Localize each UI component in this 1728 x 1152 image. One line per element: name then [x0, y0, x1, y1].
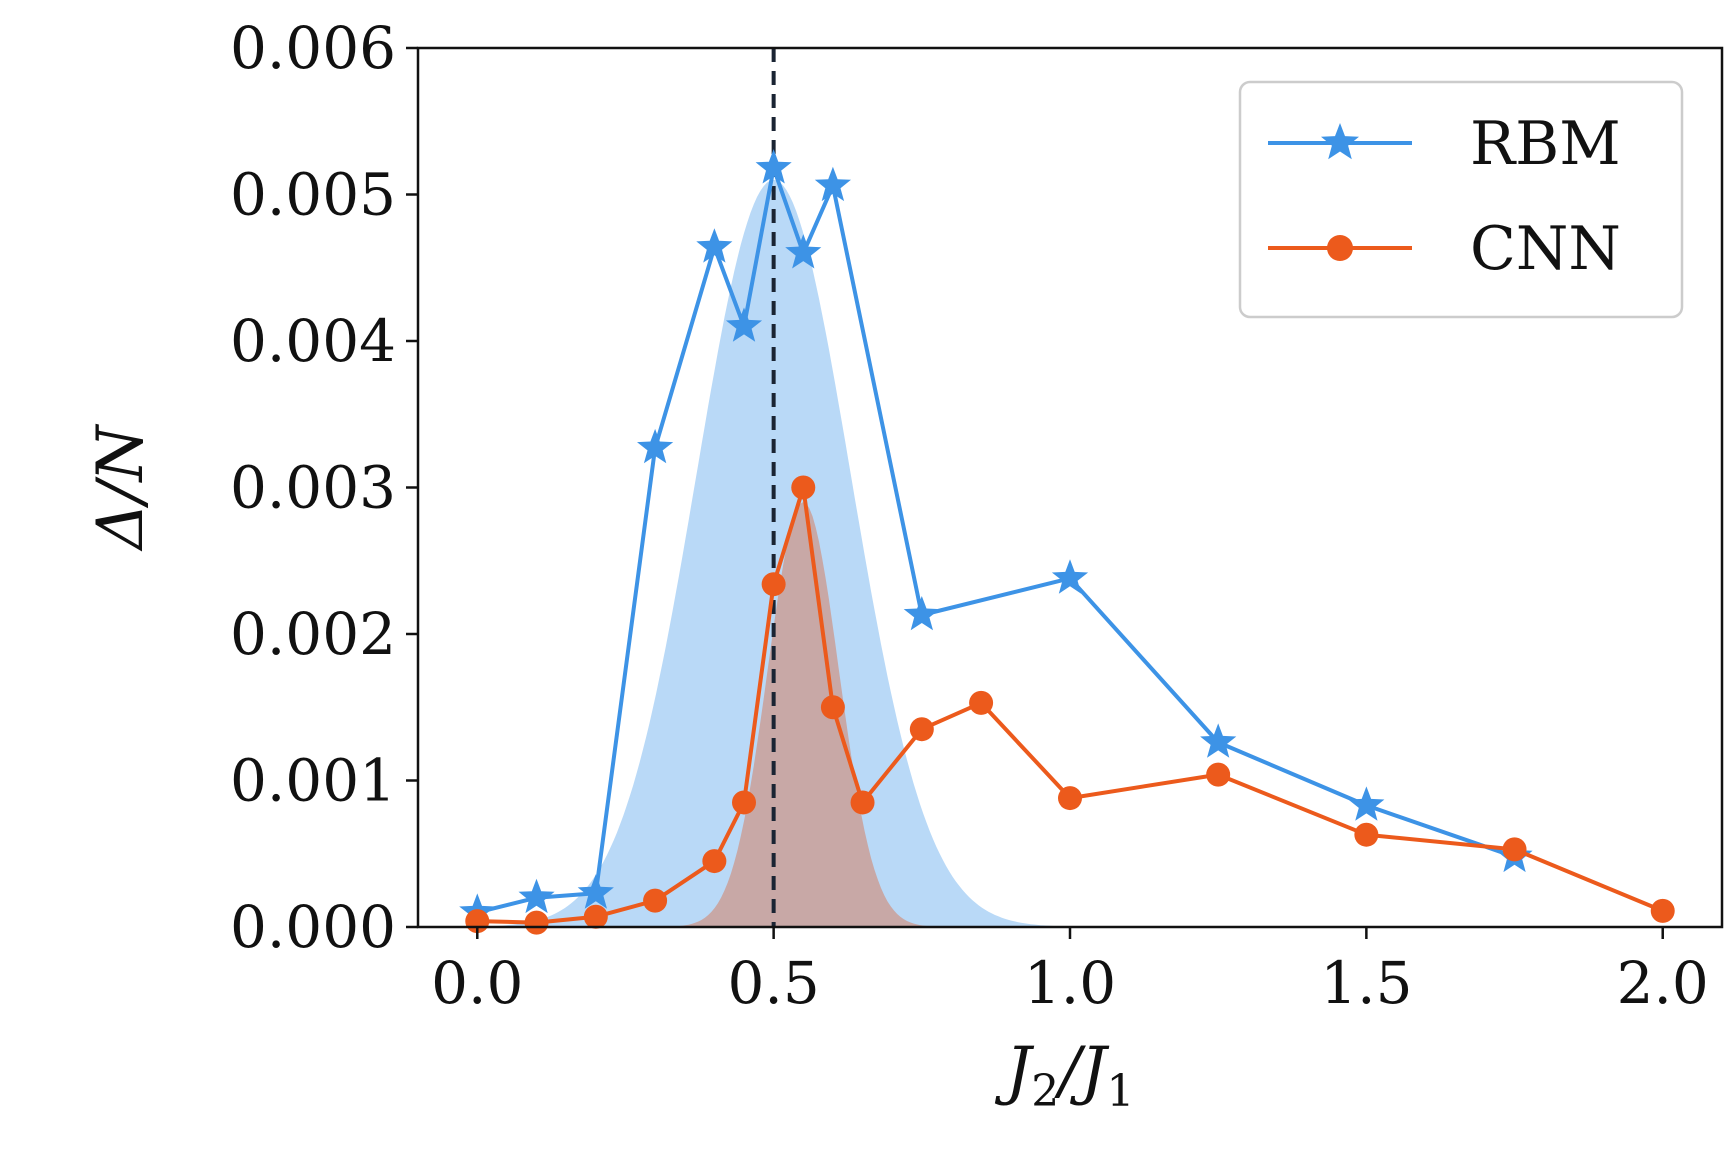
- rbm-point: [1348, 786, 1385, 821]
- rbm-point: [577, 874, 614, 909]
- x-tick-label: 1.5: [1320, 949, 1412, 1017]
- cnn-point: [732, 790, 756, 815]
- legend-entry-rbm: RBM: [1268, 109, 1621, 179]
- cnn-series: [465, 475, 1675, 935]
- RBM-uncertainty-region: [418, 179, 1722, 927]
- cnn-point: [1650, 898, 1675, 923]
- cnn-point: [583, 904, 608, 929]
- rbm-point: [1051, 559, 1089, 594]
- rbm-point: [696, 228, 733, 263]
- cnn-point: [909, 717, 934, 742]
- x-tick-label: 1.0: [1024, 949, 1116, 1017]
- legend-label-cnn: CNN: [1470, 214, 1621, 284]
- cnn-point: [761, 572, 786, 597]
- cnn-point: [1502, 837, 1527, 862]
- cnn-point: [702, 849, 727, 874]
- x-tick-label: 0.0: [431, 949, 523, 1017]
- shaded-regions: [418, 179, 1722, 927]
- y-axis-label: Δ/N: [84, 424, 158, 553]
- cnn-point: [1058, 786, 1082, 811]
- rbm-series: [459, 149, 1533, 928]
- rbm-point: [1200, 723, 1237, 758]
- rbm-point: [814, 166, 851, 202]
- cnn-point: [820, 695, 845, 720]
- y-tick-label: 0.006: [230, 14, 396, 82]
- cnn-point: [524, 910, 549, 935]
- x-tick-label: 0.5: [728, 949, 820, 1017]
- legend-marker-cnn: [1327, 235, 1353, 261]
- rbm-point: [637, 428, 674, 464]
- rbm-point: [725, 307, 763, 342]
- y-tick-label: 0.002: [230, 600, 396, 668]
- x-axis-label: J2/J1: [995, 1034, 1135, 1117]
- y-tick-label: 0.003: [230, 454, 396, 522]
- rbm-point: [903, 596, 940, 631]
- cnn-point: [850, 790, 875, 815]
- series-group: [459, 149, 1675, 935]
- y-tick-label: 0.001: [230, 747, 396, 815]
- legend-label-rbm: RBM: [1470, 109, 1621, 179]
- rbm-point: [785, 234, 822, 269]
- legend: RBM CNN: [1238, 80, 1684, 319]
- cnn-point: [643, 888, 668, 913]
- rbm-point: [755, 149, 792, 184]
- rbm-line: [476, 166, 1516, 915]
- y-tick-label: 0.005: [230, 161, 396, 229]
- legend-entry-cnn: CNN: [1268, 214, 1621, 284]
- y-axis-title: Δ/N: [84, 424, 158, 553]
- rbm-point: [518, 878, 555, 914]
- legend-marker-rbm: [1321, 123, 1359, 160]
- cnn-point: [969, 690, 994, 715]
- cnn-point: [1206, 762, 1231, 787]
- x-axis-title: J2/J1: [995, 1034, 1135, 1117]
- cnn-point: [791, 475, 816, 500]
- axis-ticks: 0.0 0.5 1.0 1.5 2.0 0.000 0.001 0.002 0.003 0.004…: [230, 14, 1709, 1017]
- y-tick-label: 0.000: [230, 893, 396, 961]
- cnn-point: [1354, 822, 1379, 847]
- x-tick-label: 2.0: [1617, 949, 1709, 1017]
- y-tick-label: 0.004: [230, 307, 396, 375]
